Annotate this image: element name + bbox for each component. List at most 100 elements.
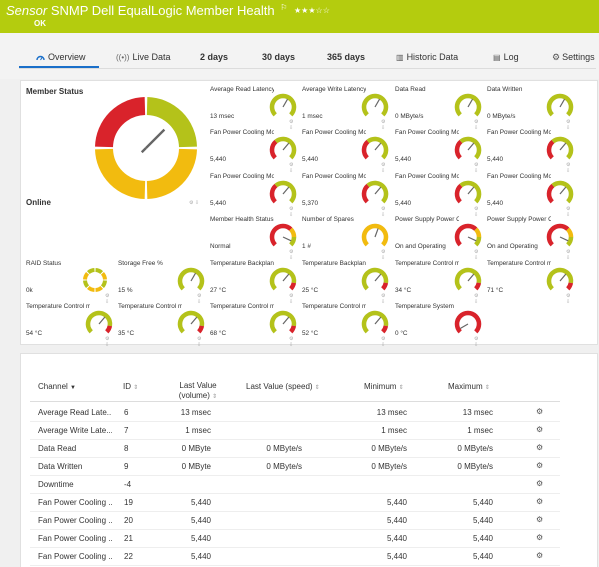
gauge-cell[interactable]: Power Supply Power C... On and Operating ⚙… bbox=[487, 216, 575, 261]
member-status-gauge[interactable] bbox=[94, 96, 198, 200]
gauge-action-icons[interactable]: ⚙ ⇩ bbox=[474, 206, 479, 218]
gauge-cell[interactable]: Temperature Backplan... 25 °C ⚙ ⇩ bbox=[302, 260, 390, 305]
channel-settings-icon[interactable]: ⚙ bbox=[536, 443, 544, 452]
col-header-last-value-speed[interactable]: Last Value (speed) ⇕ bbox=[246, 382, 320, 391]
row-divider bbox=[30, 439, 560, 440]
gauge-cell[interactable]: Fan Power Cooling Mo... 5,440 ⚙ ⇩ bbox=[487, 129, 575, 174]
gauge-action-icons[interactable]: ⚙ ⇩ bbox=[381, 162, 386, 174]
gauge-cell[interactable]: RAID Status 0k ⚙ ⇩ bbox=[26, 260, 114, 305]
status-segment bbox=[146, 97, 197, 148]
tab-live-data[interactable]: ((•)) Live Data bbox=[116, 52, 171, 62]
gauge-action-icons[interactable]: ⚙ ⇩ bbox=[289, 293, 294, 305]
gauge-dial bbox=[454, 180, 482, 204]
gauge-arc bbox=[361, 310, 389, 334]
gauge-action-icons[interactable]: ⚙ ⇩ bbox=[566, 249, 571, 261]
channel-settings-icon[interactable]: ⚙ bbox=[536, 407, 544, 416]
gauge-cell[interactable]: Temperature Control m... 34 °C ⚙ ⇩ bbox=[395, 260, 483, 305]
tab-30-days[interactable]: 30 days bbox=[262, 52, 295, 62]
gauge-cell[interactable]: Average Write Latency 1 msec ⚙ ⇩ bbox=[302, 86, 390, 131]
gauge-cell[interactable]: Fan Power Cooling Mo... 5,370 ⚙ ⇩ bbox=[302, 173, 390, 218]
gauge-cell[interactable]: Temperature Control m... 71 °C ⚙ ⇩ bbox=[487, 260, 575, 305]
gauge-dial bbox=[546, 136, 574, 160]
gauge-cell[interactable]: Temperature System 0 °C ⚙ ⇩ bbox=[395, 303, 483, 348]
gauge-action-icons[interactable]: ⚙ ⇩ bbox=[289, 336, 294, 348]
tab-log[interactable]: ▤ Log bbox=[493, 52, 519, 62]
col-header-id[interactable]: ID ⇕ bbox=[123, 382, 138, 391]
gauge-action-icons[interactable]: ⚙ ⇩ bbox=[105, 293, 110, 305]
gauge-action-icons[interactable]: ⚙ ⇩ bbox=[289, 119, 294, 131]
gauge-cell[interactable]: Fan Power Cooling Mo... 5,440 ⚙ ⇩ bbox=[487, 173, 575, 218]
gauge-action-icons[interactable]: ⚙ ⇩ bbox=[474, 249, 479, 261]
gauge-action-icons[interactable]: ⚙ ⇩ bbox=[381, 336, 386, 348]
gauge-cell[interactable]: Number of Spares 1 # ⚙ ⇩ bbox=[302, 216, 390, 261]
gauge-action-icons[interactable]: ⚙ ⇩ bbox=[474, 119, 479, 131]
gauge-action-icons[interactable]: ⚙ ⇩ bbox=[381, 206, 386, 218]
channel-name: Fan Power Cooling ... bbox=[38, 498, 112, 507]
last-value-volume: 13 msec bbox=[180, 408, 211, 417]
gauge-action-icons[interactable]: ⚙ ⇩ bbox=[105, 336, 110, 348]
channel-settings-icon[interactable]: ⚙ bbox=[536, 425, 544, 434]
gauge-cell[interactable]: Fan Power Cooling Mo... 5,440 ⚙ ⇩ bbox=[395, 129, 483, 174]
gauge-cell[interactable]: Member Health Status Normal ⚙ ⇩ bbox=[210, 216, 298, 261]
gauge-cell[interactable]: Temperature Control m... 54 °C ⚙ ⇩ bbox=[26, 303, 114, 348]
tab-2-days[interactable]: 2 days bbox=[200, 52, 228, 62]
gauge-action-icons[interactable]: ⚙ ⇩ bbox=[474, 162, 479, 174]
gauge-needle bbox=[467, 142, 475, 151]
gauge-cell[interactable]: Fan Power Cooling Mo... 5,440 ⚙ ⇩ bbox=[302, 129, 390, 174]
gauge-action-icons[interactable]: ⚙ ⇩ bbox=[189, 200, 200, 206]
gauge-action-icons[interactable]: ⚙ ⇩ bbox=[474, 336, 479, 348]
gauge-action-icons[interactable]: ⚙ ⇩ bbox=[566, 293, 571, 305]
gauge-action-icons[interactable]: ⚙ ⇩ bbox=[289, 249, 294, 261]
gauge-action-icons[interactable]: ⚙ ⇩ bbox=[197, 336, 202, 348]
gauge-cell[interactable]: Fan Power Cooling Mo... 5,440 ⚙ ⇩ bbox=[210, 129, 298, 174]
tab-divider bbox=[19, 68, 596, 69]
gauge-cell[interactable]: Storage Free % 15 % ⚙ ⇩ bbox=[118, 260, 206, 305]
gauge-action-icons[interactable]: ⚙ ⇩ bbox=[381, 249, 386, 261]
tab-settings[interactable]: ⚙ Settings bbox=[552, 52, 595, 63]
tab-365-days[interactable]: 365 days bbox=[327, 52, 365, 62]
channel-name: Downtime bbox=[38, 480, 74, 489]
gauge-cell[interactable]: Temperature Control m... 35 °C ⚙ ⇩ bbox=[118, 303, 206, 348]
member-status-value: Online bbox=[26, 198, 51, 207]
gauge-action-icons[interactable]: ⚙ ⇩ bbox=[289, 206, 294, 218]
gauge-dial bbox=[361, 223, 389, 247]
gauge-arc bbox=[474, 227, 482, 238]
tab-historic-data[interactable]: ▥ Historic Data bbox=[396, 52, 458, 62]
gauge-action-icons[interactable]: ⚙ ⇩ bbox=[566, 119, 571, 131]
priority-stars[interactable]: ★★★☆☆ bbox=[294, 6, 330, 15]
channel-settings-icon[interactable]: ⚙ bbox=[536, 515, 544, 524]
gauge-action-icons[interactable]: ⚙ ⇩ bbox=[381, 119, 386, 131]
channel-settings-icon[interactable]: ⚙ bbox=[536, 497, 544, 506]
channel-settings-icon[interactable]: ⚙ bbox=[536, 479, 544, 488]
gauge-action-icons[interactable]: ⚙ ⇩ bbox=[197, 293, 202, 305]
gauge-cell[interactable]: Data Read 0 MByte/s ⚙ ⇩ bbox=[395, 86, 483, 131]
col-header-maximum[interactable]: Maximum ⇕ bbox=[448, 382, 490, 391]
tab-label: 365 days bbox=[327, 52, 366, 62]
gauge-cell[interactable]: Temperature Control m... 52 °C ⚙ ⇩ bbox=[302, 303, 390, 348]
gauge-action-icons[interactable]: ⚙ ⇩ bbox=[474, 293, 479, 305]
minimum-value: 0 MByte/s bbox=[371, 444, 407, 453]
gauge-cell[interactable]: Data Written 0 MByte/s ⚙ ⇩ bbox=[487, 86, 575, 131]
channel-settings-icon[interactable]: ⚙ bbox=[536, 551, 544, 560]
gauge-cell[interactable]: Temperature Backplan... 27 °C ⚙ ⇩ bbox=[210, 260, 298, 305]
gauge-action-icons[interactable]: ⚙ ⇩ bbox=[566, 206, 571, 218]
gauge-action-icons[interactable]: ⚙ ⇩ bbox=[566, 162, 571, 174]
col-header-minimum[interactable]: Minimum ⇕ bbox=[364, 382, 404, 391]
gauge-action-icons[interactable]: ⚙ ⇩ bbox=[381, 293, 386, 305]
gauge-arc bbox=[454, 223, 478, 247]
flag-icon[interactable]: ⚐ bbox=[280, 3, 288, 12]
gauge-cell[interactable]: Fan Power Cooling Mo... 5,440 ⚙ ⇩ bbox=[395, 173, 483, 218]
gauge-cell[interactable]: Fan Power Cooling Mo... 5,440 ⚙ ⇩ bbox=[210, 173, 298, 218]
gauge-cell[interactable]: Temperature Control m... 68 °C ⚙ ⇩ bbox=[210, 303, 298, 348]
gauge-cell[interactable]: Power Supply Power C... On and Operating ⚙… bbox=[395, 216, 483, 261]
channel-settings-icon[interactable]: ⚙ bbox=[536, 533, 544, 542]
maximum-value: 1 msec bbox=[467, 426, 493, 435]
channel-id: 8 bbox=[124, 444, 129, 453]
col-header-channel[interactable]: Channel ▼ bbox=[38, 382, 76, 391]
gauge-cell[interactable]: Average Read Latency 13 msec ⚙ ⇩ bbox=[210, 86, 298, 131]
tab-overview[interactable]: Overview bbox=[36, 52, 86, 62]
gauge-label: Temperature Control m... bbox=[118, 303, 182, 310]
col-header-last-value-volume[interactable]: Last Value (volume) ⇕ bbox=[177, 381, 219, 402]
gauge-action-icons[interactable]: ⚙ ⇩ bbox=[289, 162, 294, 174]
channel-settings-icon[interactable]: ⚙ bbox=[536, 461, 544, 470]
